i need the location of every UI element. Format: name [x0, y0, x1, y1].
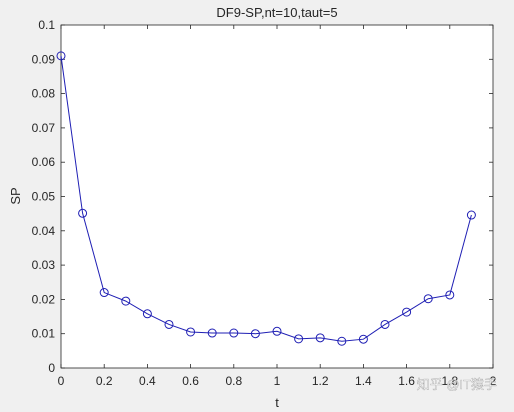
x-tick-label: 0.6 — [182, 374, 199, 388]
axes — [60, 24, 494, 369]
y-tick-label: 0.04 — [32, 224, 56, 238]
x-tick-label: 0 — [58, 374, 65, 388]
data-point-marker — [56, 51, 66, 61]
y-tick-label: 0.05 — [32, 190, 56, 204]
data-point-marker — [445, 290, 455, 300]
y-axis-ticks: 0 0.01 0.02 0.03 0.04 0.05 0.06 0.07 0.08 0.09 0.1 — [32, 18, 493, 375]
x-tick-label: 1.6 — [398, 374, 415, 388]
x-tick-label: 1.8 — [441, 374, 458, 388]
data-point-marker — [99, 288, 109, 298]
y-tick-label: 0.06 — [32, 155, 56, 169]
series-layer — [56, 51, 476, 346]
data-point-marker — [402, 307, 412, 317]
data-point-marker — [164, 319, 174, 329]
y-tick-label: 0.07 — [32, 121, 56, 135]
y-tick-label: 0 — [48, 361, 55, 375]
data-point-marker — [358, 334, 368, 344]
data-point-marker — [380, 319, 390, 329]
x-tick-label: 0.4 — [139, 374, 156, 388]
y-tick-label: 0.08 — [32, 87, 56, 101]
data-point-marker — [423, 294, 433, 304]
x-tick-label: 2 — [490, 374, 497, 388]
x-tick-label: 1.4 — [355, 374, 372, 388]
x-tick-label: 0.8 — [225, 374, 242, 388]
data-point-marker — [186, 327, 196, 337]
y-tick-label: 0.01 — [32, 327, 56, 341]
data-point-marker — [294, 334, 304, 344]
data-point-marker — [250, 329, 260, 339]
plot-area — [60, 24, 494, 369]
x-axis-label: t — [275, 395, 279, 410]
y-tick-label: 0.03 — [32, 258, 56, 272]
data-point-marker — [121, 296, 131, 306]
x-axis-ticks: 0 0.2 0.4 0.6 0.8 1 1.2 1.4 1.6 1.8 2 — [58, 25, 497, 388]
x-tick-label: 1 — [274, 374, 281, 388]
data-point-marker — [337, 336, 347, 346]
data-point-marker — [207, 328, 217, 338]
data-point-marker — [315, 333, 325, 343]
data-point-marker — [142, 309, 152, 319]
data-point-marker — [229, 328, 239, 338]
data-point-marker — [466, 210, 476, 220]
data-point-marker — [78, 208, 88, 218]
y-tick-label: 0.02 — [32, 292, 56, 306]
data-point-marker — [272, 326, 282, 336]
y-axis-label: SP — [8, 187, 23, 204]
x-tick-label: 0.2 — [96, 374, 113, 388]
watermark: 知乎 @IT猿手 — [417, 377, 497, 392]
y-tick-label: 0.1 — [38, 18, 55, 32]
x-tick-label: 1.2 — [312, 374, 329, 388]
y-tick-label: 0.09 — [32, 52, 56, 66]
chart-title: DF9-SP,nt=10,taut=5 — [216, 5, 337, 20]
